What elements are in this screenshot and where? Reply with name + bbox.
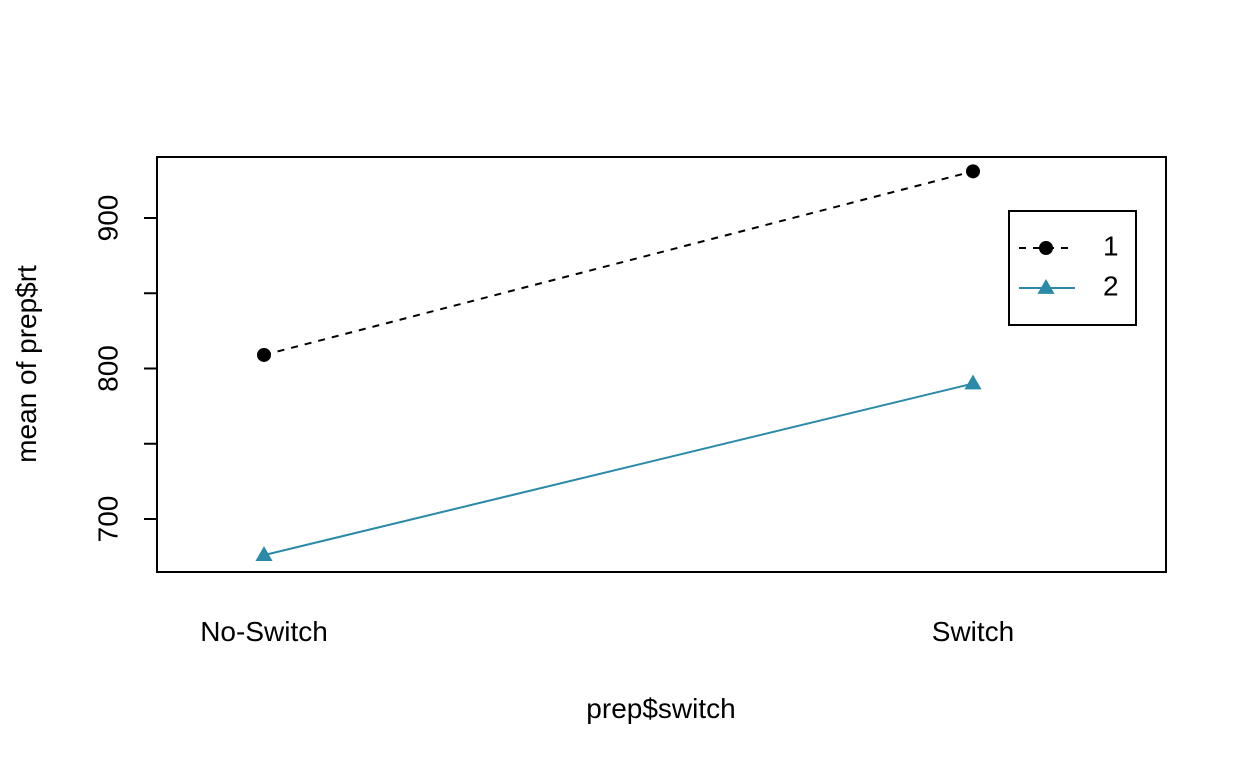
series-1-point-no-switch bbox=[257, 347, 271, 362]
legend-marker-1 bbox=[1039, 241, 1053, 255]
x-axis: No-Switch Switch bbox=[200, 616, 1014, 647]
series-1-point-switch bbox=[966, 164, 980, 179]
legend: 12 bbox=[1008, 210, 1137, 326]
x-axis-title: prep$switch bbox=[586, 693, 735, 724]
x-tick-label-switch: Switch bbox=[932, 616, 1014, 647]
series-1-line bbox=[263, 170, 974, 356]
legend-box bbox=[1008, 210, 1137, 326]
y-tick-label-800: 800 bbox=[92, 345, 123, 392]
y-axis: 700 800 900 bbox=[92, 195, 158, 543]
series-layer bbox=[255, 164, 982, 561]
legend-marker-2 bbox=[1037, 279, 1055, 294]
series-2-point-no-switch bbox=[255, 546, 273, 561]
series-2-point-switch bbox=[964, 374, 982, 390]
y-tick-label-700: 700 bbox=[92, 496, 123, 543]
y-tick-label-900: 900 bbox=[92, 195, 123, 242]
x-tick-label-no-switch: No-Switch bbox=[200, 616, 328, 647]
legend-label-1: 1 bbox=[1103, 230, 1119, 261]
legend-label-2: 2 bbox=[1103, 270, 1119, 301]
y-axis-title: mean of prep$rt bbox=[11, 265, 42, 463]
series-2-line bbox=[263, 382, 974, 557]
